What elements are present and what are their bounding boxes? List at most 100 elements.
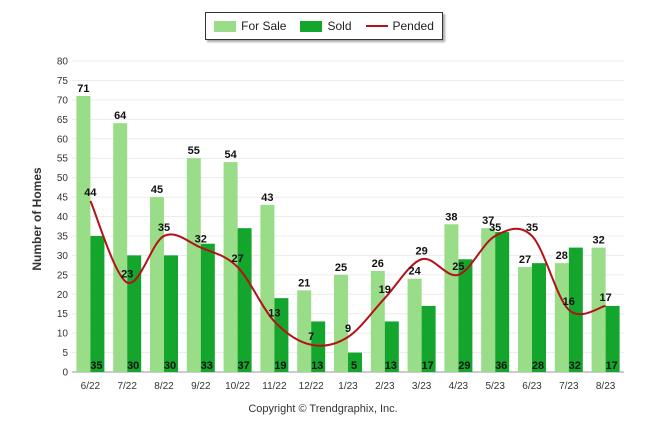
bar-for-sale (297, 290, 312, 372)
bar-for-sale (76, 95, 91, 373)
copyright-text: Copyright © Trendgraphix, Inc. (248, 403, 398, 415)
data-label-sold: 30 (164, 360, 176, 372)
bar-sold (421, 305, 436, 372)
bar-for-sale (223, 162, 238, 372)
bar-sold (605, 305, 620, 372)
bar-for-sale (113, 123, 128, 372)
x-tick-label: 9/22 (191, 381, 211, 392)
x-tick-label: 8/22 (154, 381, 174, 392)
data-label-pended: 44 (84, 187, 97, 199)
data-label-for-sale: 71 (77, 83, 89, 95)
pended-swatch (365, 25, 388, 27)
data-label-for-sale: 45 (151, 184, 163, 196)
data-label-for-sale: 27 (519, 254, 531, 266)
data-label-sold: 32 (569, 360, 581, 372)
y-tick-label: 10 (57, 329, 69, 340)
y-tick-label: 20 (57, 290, 69, 301)
y-tick-label: 25 (57, 270, 69, 281)
x-axis-ticks: 6/22 7/22 8/22 9/22 10/22 11/22 12/22 1/23 2/23 3… (81, 381, 616, 392)
x-tick-label: 11/22 (262, 381, 287, 392)
bar-sold (237, 228, 252, 372)
data-label-sold: 29 (458, 360, 470, 372)
y-tick-label: 80 (57, 57, 69, 68)
bar-for-sale (554, 263, 569, 372)
bar-for-sale (591, 247, 606, 372)
data-label-pended: 35 (526, 222, 538, 234)
x-tick-label: 12/22 (299, 381, 324, 392)
data-label-sold: 36 (495, 360, 507, 372)
data-label-for-sale: 28 (556, 250, 568, 262)
data-label-sold: 13 (311, 360, 323, 372)
data-label-pended: 17 (599, 292, 611, 304)
data-label-for-sale: 55 (188, 145, 200, 157)
y-tick-label: 45 (57, 193, 69, 204)
bar-sold (90, 235, 105, 372)
data-label-for-sale: 26 (372, 258, 384, 270)
legend-item-sold[interactable]: Sold (300, 19, 352, 33)
bar-sold (495, 232, 510, 372)
y-tick-label: 40 (57, 212, 69, 223)
legend-item-for-sale[interactable]: For Sale (214, 19, 286, 33)
bar-sold (348, 352, 362, 372)
bar-for-sale (444, 224, 459, 372)
bar-sold (200, 243, 215, 372)
bar-sold (164, 255, 178, 372)
data-label-sold: 5 (351, 360, 357, 372)
y-tick-label: 55 (57, 154, 69, 165)
x-tick-label: 6/23 (522, 381, 542, 392)
y-tick-label: 35 (57, 231, 69, 242)
data-label-for-sale: 38 (445, 211, 457, 223)
bar-sold (568, 247, 583, 372)
bar-sold (458, 259, 473, 372)
data-label-pended: 7 (308, 331, 314, 343)
legend-label-for-sale: For Sale (241, 19, 287, 33)
data-label-pended: 25 (452, 261, 464, 273)
data-label-pended: 19 (379, 284, 391, 296)
data-label-pended: 32 (195, 234, 207, 246)
x-tick-label: 1/23 (338, 381, 358, 392)
data-label-sold: 37 (237, 360, 249, 372)
bar-sold (127, 255, 142, 372)
y-tick-label: 30 (57, 251, 69, 262)
data-label-sold: 19 (274, 360, 286, 372)
data-label-sold: 28 (532, 360, 544, 372)
legend-item-pended[interactable]: Pended (365, 19, 434, 33)
data-label-for-sale: 32 (592, 235, 604, 247)
x-tick-label: 5/23 (485, 381, 505, 392)
y-tick-label: 15 (57, 309, 69, 320)
x-tick-label: 10/22 (225, 381, 250, 392)
data-label-sold: 35 (90, 360, 102, 372)
bar-for-sale (518, 267, 532, 372)
bar-sold (384, 321, 399, 372)
data-label-pended: 9 (345, 323, 351, 335)
x-tick-label: 8/23 (596, 381, 616, 392)
data-label-pended: 29 (415, 245, 427, 257)
x-tick-label: 3/23 (412, 381, 432, 392)
data-label-for-sale: 25 (335, 262, 347, 274)
bar-for-sale (407, 278, 422, 372)
data-label-pended: 13 (268, 307, 280, 319)
data-label-pended: 35 (489, 222, 501, 234)
data-label-for-sale: 21 (298, 277, 310, 289)
data-labels: 71 35 64 30 45 30 55 33 54 37 43 19 21 13 25 5 26 13 24 17 3… (77, 83, 617, 372)
legend-label-pended: Pended (392, 19, 434, 33)
bar-sold (311, 321, 326, 372)
y-tick-label: 75 (57, 76, 69, 87)
data-label-for-sale: 24 (408, 266, 421, 278)
x-tick-label: 7/23 (559, 381, 579, 392)
pended-line (89, 200, 606, 347)
data-label-pended: 23 (121, 269, 133, 281)
y-axis-label: Number of Homes (30, 167, 44, 271)
x-tick-label: 7/22 (117, 381, 137, 392)
bars (76, 95, 620, 373)
bar-sold (532, 263, 546, 372)
bar-sold (274, 298, 289, 372)
y-tick-label: 0 (62, 368, 68, 379)
sold-swatch (300, 20, 323, 32)
data-label-pended: 16 (563, 296, 575, 308)
data-label-sold: 30 (127, 360, 139, 372)
data-label-sold: 13 (385, 360, 397, 372)
x-tick-label: 2/23 (375, 381, 395, 392)
x-tick-label: 4/23 (449, 381, 469, 392)
